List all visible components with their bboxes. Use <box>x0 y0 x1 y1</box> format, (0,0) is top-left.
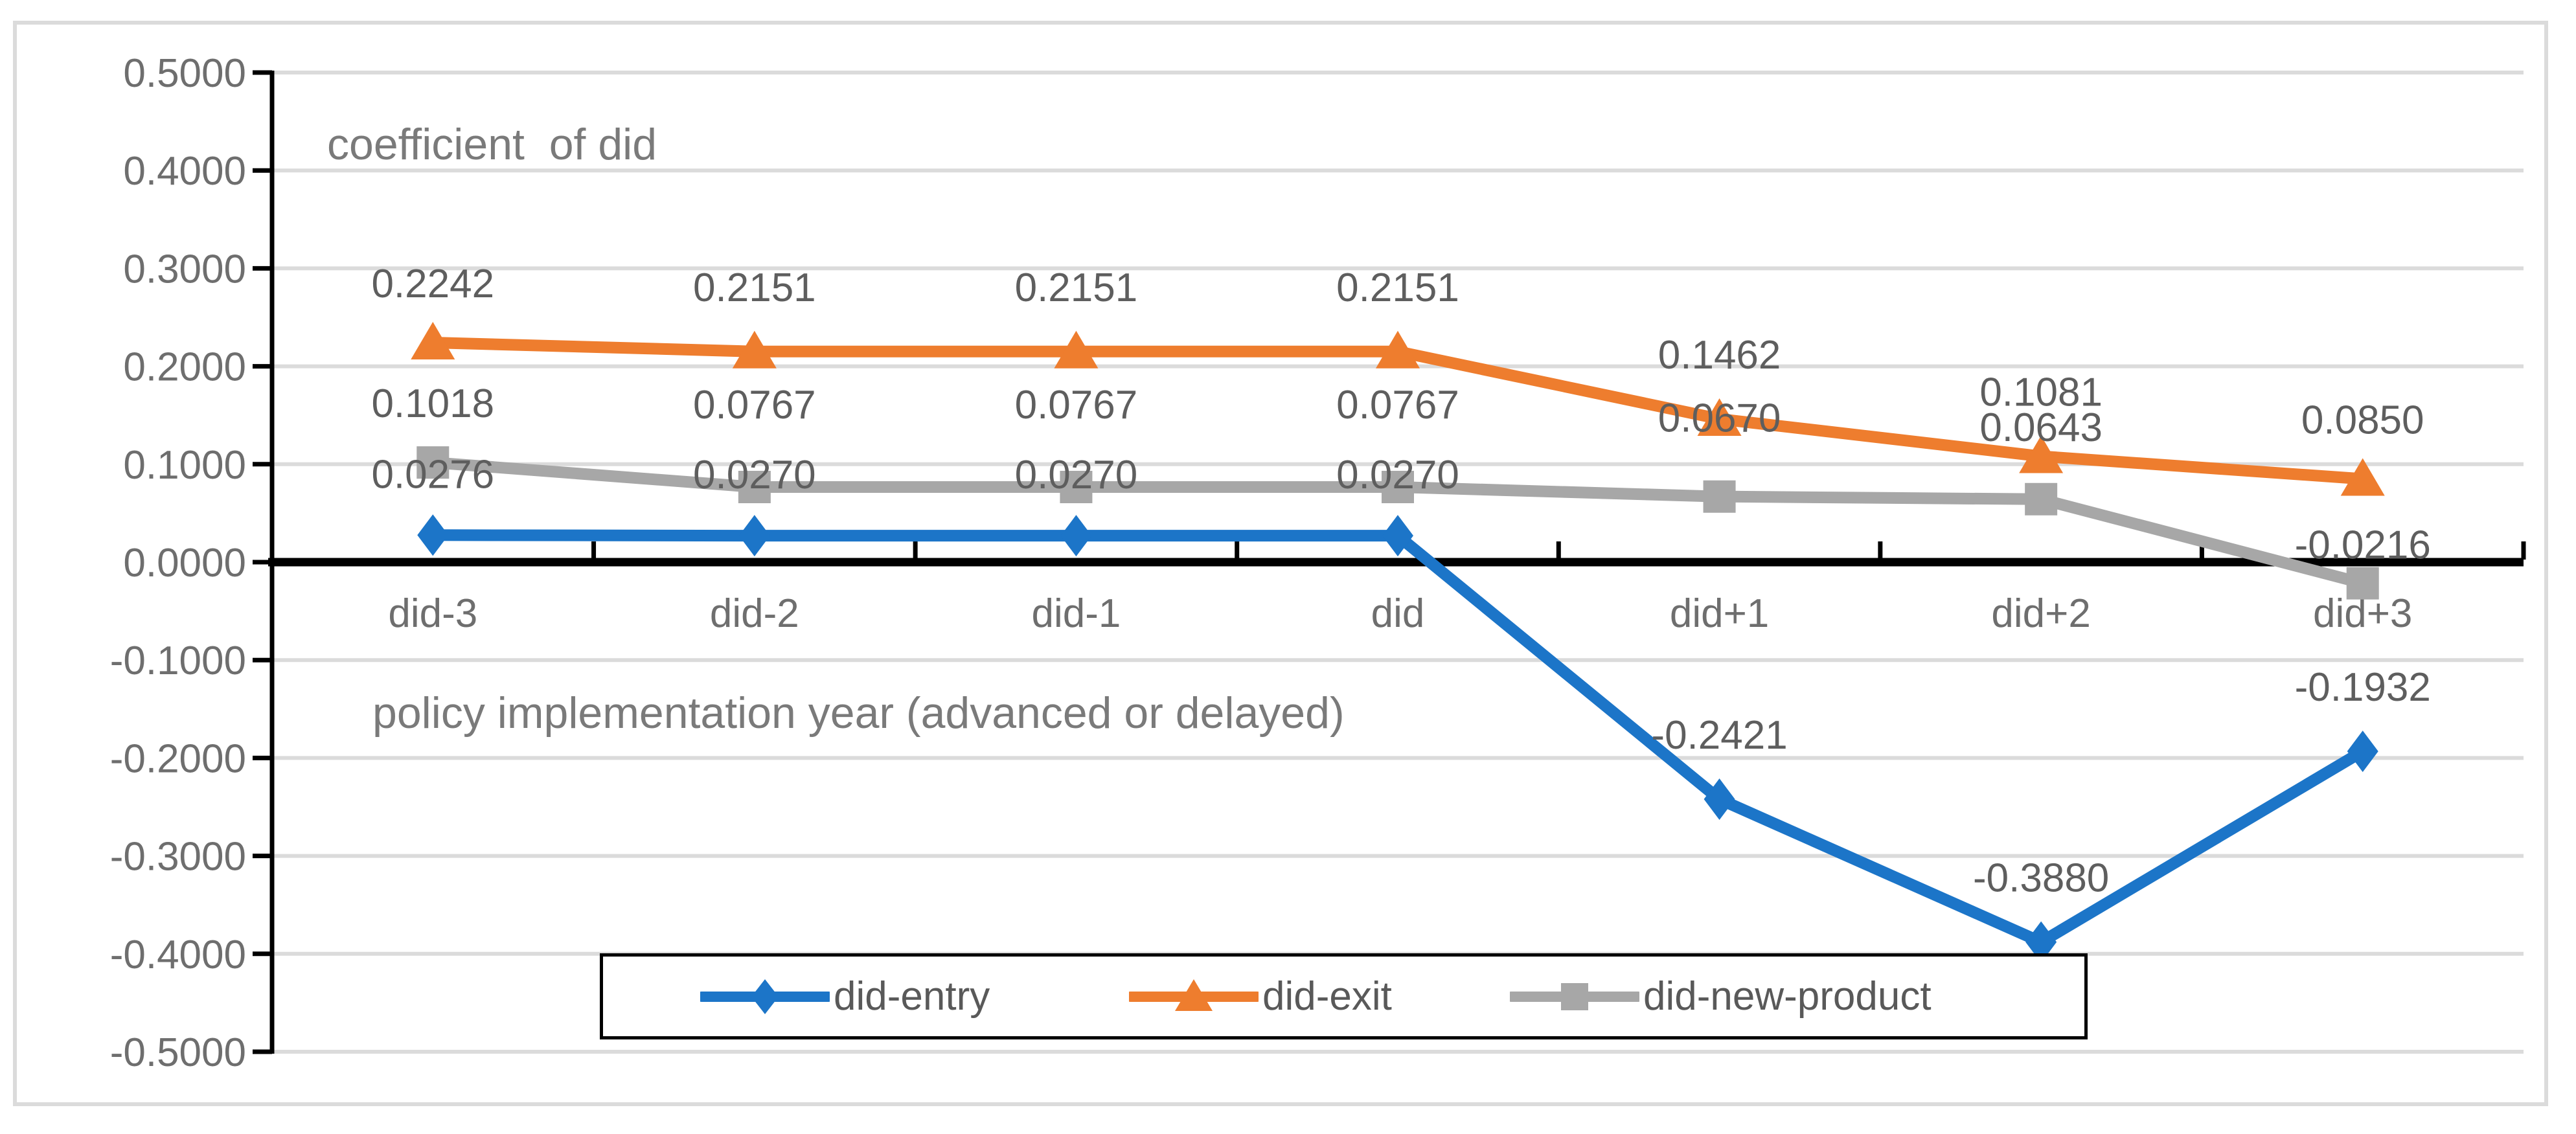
y-tick-label: -0.3000 <box>110 835 246 879</box>
y-tick-label: -0.5000 <box>110 1030 246 1075</box>
series-marker-did-exit <box>1376 330 1420 369</box>
data-label-did-exit: 0.0850 <box>2301 398 2424 442</box>
legend-label: did-entry <box>834 974 990 1019</box>
series-marker-did-exit <box>732 330 777 369</box>
data-label-did-entry: 0.0270 <box>1015 453 1138 497</box>
data-label-did-new-product: 0.0767 <box>1336 383 1459 427</box>
series-marker-did-exit <box>2340 458 2385 496</box>
x-category-label: did+2 <box>1991 591 2090 636</box>
data-label-did-exit: 0.1081 <box>1979 370 2103 415</box>
legend-item-series-3: did-new-product <box>1510 957 1932 1036</box>
legend-marker-shape <box>1175 979 1213 1011</box>
data-label-did-new-product: 0.0643 <box>1979 405 2103 450</box>
legend-marker-square-icon <box>1510 982 1639 1010</box>
series-marker-did-new-product <box>738 471 771 504</box>
legend-label: did-exit <box>1262 974 1392 1019</box>
legend-marker-diamond-icon <box>700 979 830 1014</box>
series-marker-did-new-product <box>1382 471 1414 504</box>
y-tick-label: 0.0000 <box>123 541 246 585</box>
series-marker-did-new-product <box>2025 482 2058 516</box>
data-label-did-new-product: 0.0767 <box>693 383 816 427</box>
x-category-label: did-2 <box>710 591 799 636</box>
series-marker-did-exit <box>2019 435 2064 473</box>
y-tick-label: 0.2000 <box>123 345 246 390</box>
series-marker-did-new-product <box>416 446 450 479</box>
legend-marker-shape <box>1561 982 1588 1010</box>
series-marker-did-new-product <box>2346 567 2379 600</box>
data-label-did-new-product: -0.0216 <box>2295 523 2431 568</box>
legend-marker-triangle-icon <box>1129 979 1259 1011</box>
y-tick-label: 0.1000 <box>123 443 246 488</box>
data-label-did-entry: 0.0270 <box>1336 453 1459 497</box>
series-marker-did-entry <box>2347 731 2378 773</box>
series-marker-did-entry <box>2025 921 2057 963</box>
legend-marker-shape <box>751 979 779 1014</box>
x-axis-title: policy implementation year (advanced or … <box>372 688 1345 738</box>
series-marker-did-new-product <box>1703 480 1736 513</box>
series-marker-did-entry <box>1704 778 1735 821</box>
series-marker-did-exit <box>411 322 455 360</box>
y-tick-label: -0.4000 <box>110 933 246 977</box>
data-label-did-exit: 0.2151 <box>1015 266 1138 310</box>
series-marker-did-new-product <box>1060 471 1093 504</box>
series-marker-did-exit <box>1054 330 1099 369</box>
y-tick-label: -0.1000 <box>110 639 246 683</box>
chart-title: coefficient of did <box>327 120 657 169</box>
legend-item-series-1: did-entry <box>700 957 990 1036</box>
y-tick-label: -0.2000 <box>110 736 246 781</box>
data-label-did-new-product: 0.0767 <box>1015 383 1138 427</box>
data-label-did-exit: 0.1462 <box>1658 333 1781 378</box>
series-marker-did-entry <box>1382 515 1413 557</box>
y-tick-label: 0.3000 <box>123 247 246 291</box>
data-label-did-exit: 0.2242 <box>371 262 494 306</box>
data-label-did-new-product: 0.1018 <box>371 381 494 426</box>
x-category-label: did-3 <box>388 591 477 636</box>
series-marker-did-entry <box>738 515 770 557</box>
data-label-did-entry: 0.0270 <box>693 453 816 497</box>
x-category-label: did <box>1371 591 1425 636</box>
legend-label: did-new-product <box>1643 974 1932 1019</box>
data-label-did-entry: -0.2421 <box>1651 713 1787 758</box>
legend: did-entry did-exit did-new-product <box>600 953 2088 1039</box>
data-label-did-exit: 0.2151 <box>1336 266 1459 310</box>
x-category-label: did+1 <box>1670 591 1769 636</box>
series-marker-did-entry <box>417 514 449 556</box>
data-label-did-new-product: 0.0670 <box>1658 396 1781 441</box>
data-label-did-entry: -0.3880 <box>1973 856 2109 901</box>
data-label-did-entry: 0.0276 <box>371 452 494 497</box>
data-label-did-exit: 0.2151 <box>693 266 816 310</box>
x-category-label: did-1 <box>1031 591 1121 636</box>
y-tick-label: 0.5000 <box>123 51 246 96</box>
legend-item-series-2: did-exit <box>1129 957 1392 1036</box>
series-marker-did-exit <box>1697 398 1742 436</box>
y-tick-label: 0.4000 <box>123 149 246 194</box>
data-label-did-entry: -0.1932 <box>2295 665 2431 710</box>
series-marker-did-entry <box>1060 515 1092 557</box>
